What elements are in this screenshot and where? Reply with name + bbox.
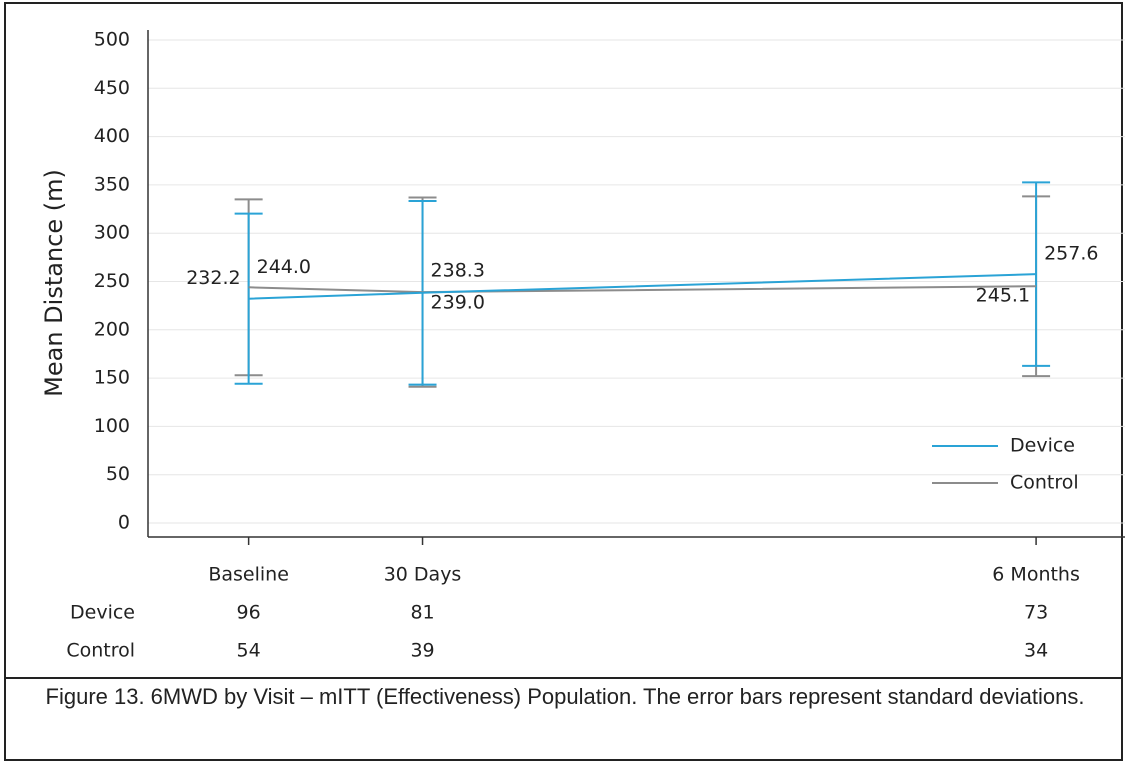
legend-label: Control [1010,472,1079,494]
count-row-label: Device [70,602,135,624]
data-label: 238.3 [431,259,485,281]
data-label: 245.1 [976,285,1030,307]
y-tick-label: 350 [94,173,130,195]
count-row-label: Control [66,640,135,662]
y-tick-label: 150 [94,367,130,389]
y-tick-label: 200 [94,318,130,340]
legend-label: Device [1010,435,1075,457]
y-axis-label: Mean Distance (m) [40,169,68,397]
y-tick-label: 100 [94,415,130,437]
count-value: 34 [1024,640,1048,662]
frame [4,2,1123,761]
y-tick-label: 400 [94,125,130,147]
count-value: 54 [237,640,261,662]
y-tick-label: 500 [94,29,130,51]
x-tick-label: 30 Days [384,564,462,586]
count-value: 39 [410,640,434,662]
data-label: 239.0 [431,292,485,314]
caption: Figure 13. 6MWD by Visit – mITT (Effecti… [45,684,1085,709]
y-tick-label: 450 [94,77,130,99]
y-tick-label: 250 [94,270,130,292]
data-label: 257.6 [1044,243,1098,265]
x-tick-label: 6 Months [992,564,1080,586]
y-tick-label: 0 [118,512,130,534]
x-tick-label: Baseline [208,564,289,586]
caption-box: Figure 13. 6MWD by Visit – mITT (Effecti… [45,684,1085,709]
count-value: 81 [410,602,434,624]
count-value: 73 [1024,602,1048,624]
y-tick-label: 300 [94,222,130,244]
data-label: 244.0 [257,256,311,278]
series-line [248,273,1037,300]
count-value: 96 [237,602,261,624]
data-label: 232.2 [186,267,240,289]
y-tick-label: 50 [106,463,130,485]
